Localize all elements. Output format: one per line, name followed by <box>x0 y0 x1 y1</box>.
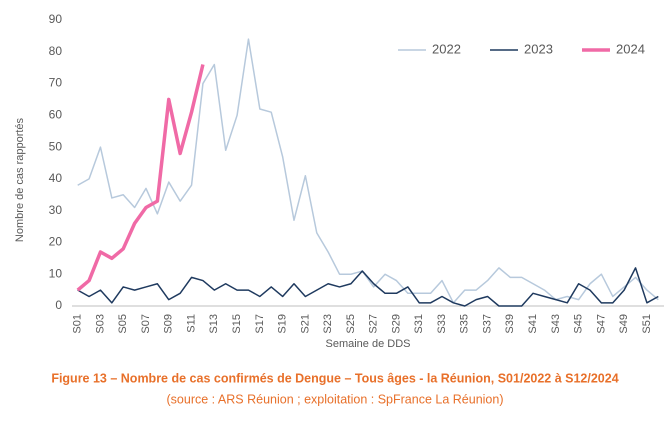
x-tick-label: S21 <box>299 314 311 334</box>
legend-label: 2023 <box>524 41 553 56</box>
x-tick-label: S49 <box>618 314 630 334</box>
x-tick-label: S17 <box>254 314 266 334</box>
x-tick-label: S37 <box>481 314 493 334</box>
series-line <box>77 38 659 304</box>
x-tick-label: S31 <box>413 314 425 334</box>
y-tick-label: 40 <box>49 171 63 185</box>
x-tick-label: S25 <box>345 314 357 334</box>
y-tick-label: 50 <box>49 139 63 153</box>
x-tick-label: S41 <box>527 314 539 334</box>
y-tick-label: 0 <box>55 298 62 312</box>
x-tick-label: S43 <box>550 314 562 334</box>
x-tick-label: S35 <box>459 314 471 334</box>
x-tick-label: S27 <box>368 314 380 334</box>
x-tick-label: S39 <box>504 314 516 334</box>
y-tick-label: 30 <box>49 203 63 217</box>
x-tick-label: S13 <box>208 314 220 334</box>
x-tick-label: S03 <box>94 314 106 334</box>
x-tick-label: S45 <box>573 314 585 334</box>
source: (source : ARS Réunion ; exploitation : S… <box>167 392 504 406</box>
legend-label: 2024 <box>616 41 645 56</box>
series-line <box>76 64 205 292</box>
x-tick-label: S47 <box>595 314 607 334</box>
x-tick-label: S29 <box>390 314 402 334</box>
legend-label: 2022 <box>432 41 461 56</box>
caption: Figure 13 – Nombre de cas confirmés de D… <box>51 371 618 385</box>
x-tick-label: S01 <box>72 314 84 334</box>
y-axis-label: Nombre de cas rapportés <box>14 117 26 242</box>
x-tick-label: S09 <box>163 314 175 334</box>
x-tick-label: S11 <box>185 314 197 333</box>
y-tick-label: 10 <box>49 266 63 280</box>
y-tick-label: 60 <box>49 108 63 122</box>
x-tick-label: S05 <box>117 314 129 334</box>
y-tick-label: 20 <box>49 235 63 249</box>
x-tick-label: S23 <box>322 314 334 334</box>
x-tick-label: S15 <box>231 314 243 334</box>
series-line <box>77 267 659 307</box>
y-tick-label: 70 <box>49 76 63 90</box>
x-tick-label: S07 <box>140 314 152 334</box>
x-axis-label: Semaine de DDS <box>326 338 411 350</box>
y-tick-label: 90 <box>49 12 63 26</box>
x-tick-label: S19 <box>277 314 289 334</box>
y-tick-label: 80 <box>49 44 63 58</box>
x-tick-label: S33 <box>436 314 448 334</box>
x-tick-label: S51 <box>641 314 653 334</box>
